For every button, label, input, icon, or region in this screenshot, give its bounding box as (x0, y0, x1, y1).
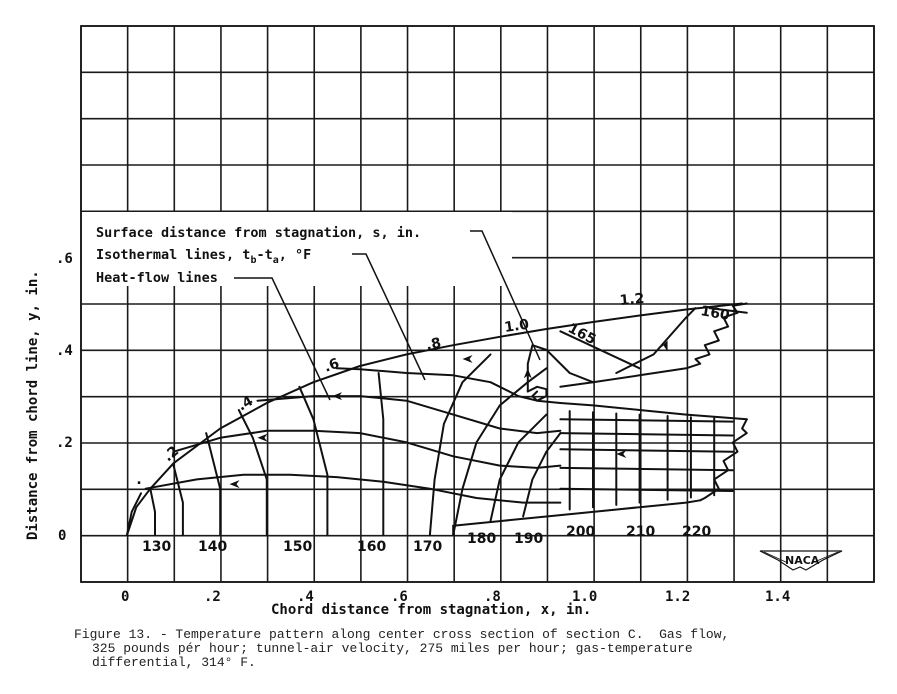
flow-arrow-icon (332, 392, 343, 401)
isotherm-165 (559, 330, 641, 370)
y-tick-0.4: .4 (56, 343, 73, 359)
x-tick-0.8: .8 (484, 589, 501, 605)
flow-arrow-icon (523, 368, 532, 379)
isotherm-line (205, 432, 222, 536)
y-tick-0.6: .6 (56, 251, 73, 267)
x-axis-title: Chord distance from stagnation, x, in. (271, 602, 591, 618)
heat-flow-line (172, 429, 562, 469)
break-line-upper (559, 302, 748, 388)
legend-surface-distance: Surface distance from stagnation, s, in. (96, 225, 421, 241)
y-axis-title: Distance from chord line, y, in. (25, 270, 41, 540)
isotherm-label-150: 150 (283, 539, 312, 555)
isotherm-line (522, 432, 562, 518)
plot-frame (80, 25, 875, 583)
s-label-0.8: .8 (425, 335, 443, 354)
x-tick-1.2: 1.2 (665, 589, 690, 605)
flow-arrow-icon (659, 340, 668, 352)
heat-flow-line (559, 418, 734, 423)
outer-surface-curve (126, 302, 744, 536)
isotherm-line (172, 464, 184, 536)
x-tick-0.6: .6 (391, 589, 408, 605)
isotherm-label-210: 210 (626, 524, 655, 540)
s-label-1.0: 1.0 (503, 317, 530, 336)
heat-flow-line (559, 466, 734, 472)
leader-surface-distance (470, 230, 541, 361)
heat-flow-line (335, 367, 562, 404)
isotherm-line (126, 492, 142, 536)
caption-line-2: 325 pounds pér hour; tunnel-air velocity… (92, 641, 693, 656)
heat-flow-line (256, 395, 562, 435)
flow-arrow-icon (616, 449, 627, 458)
svg-text:NACA: NACA (785, 554, 820, 567)
x-tick-0.4: .4 (297, 589, 314, 605)
inner-wall-bottom (452, 499, 702, 527)
naca-logo: NACA (759, 550, 843, 571)
isotherm-label-200: 200 (566, 524, 595, 540)
leader-isothermal (352, 253, 426, 381)
legend-heat-flow: Heat-flow lines (96, 270, 218, 286)
heat-flow-line (144, 473, 562, 504)
y-tick-0: 0 (58, 528, 66, 544)
caption-line-3: differential, 314° F. (92, 655, 256, 670)
flow-arrow-icon (462, 355, 473, 364)
isotherm-160 (708, 307, 748, 314)
heat-flow-line (615, 307, 697, 374)
y-tick-0.2: .2 (56, 435, 73, 451)
caption-line-1: Figure 13. - Temperature pattern along c… (74, 627, 730, 642)
isotherm-line (377, 372, 385, 536)
x-tick-0: 0 (121, 589, 129, 605)
data-curves: . (126, 302, 748, 536)
heat-flow-line (559, 432, 734, 437)
heat-flow-line (559, 487, 734, 492)
isotherm-label-160-upper: 160 (699, 303, 731, 324)
s-label-0.2: .2 (160, 443, 182, 465)
legend-isothermal: Isothermal lines, tb-ta, °F (96, 247, 311, 266)
s-label-0.4: .4 (235, 393, 256, 415)
x-tick-1.4: 1.4 (765, 589, 790, 605)
heat-flow-line (559, 448, 734, 453)
isotherm-line (489, 413, 548, 523)
isotherm-label-180: 180 (467, 531, 496, 547)
flow-arrow-icon (257, 433, 268, 442)
flow-arrow-icon (229, 480, 240, 489)
x-tick-0.2: .2 (204, 589, 221, 605)
isotherm-line (298, 385, 329, 536)
legend-background (82, 212, 512, 286)
s-label-nose: . (136, 472, 141, 488)
s-label-1.2: 1.2 (619, 291, 645, 309)
leader-heat-flow (234, 277, 331, 401)
isotherm-line (149, 487, 156, 536)
break-line-lower (699, 418, 748, 502)
isotherm-label-190: 190 (514, 531, 543, 547)
figure-caption: Figure 13. - Temperature pattern along c… (74, 628, 874, 670)
isotherm-label-170: 170 (413, 539, 442, 555)
wall-lip (526, 385, 548, 402)
isotherm-label-160: 160 (357, 539, 386, 555)
isotherm-line (428, 353, 492, 536)
isotherm-label-140: 140 (198, 539, 227, 555)
isotherm-line (237, 409, 268, 536)
s-label-0.6: .6 (322, 356, 342, 376)
heat-flow-line (526, 344, 594, 393)
isotherm-label-220: 220 (682, 524, 711, 540)
isotherm-line (452, 367, 548, 536)
passage-top (559, 402, 748, 421)
x-tick-1.0: 1.0 (572, 589, 597, 605)
isotherm-label-130: 130 (142, 539, 171, 555)
